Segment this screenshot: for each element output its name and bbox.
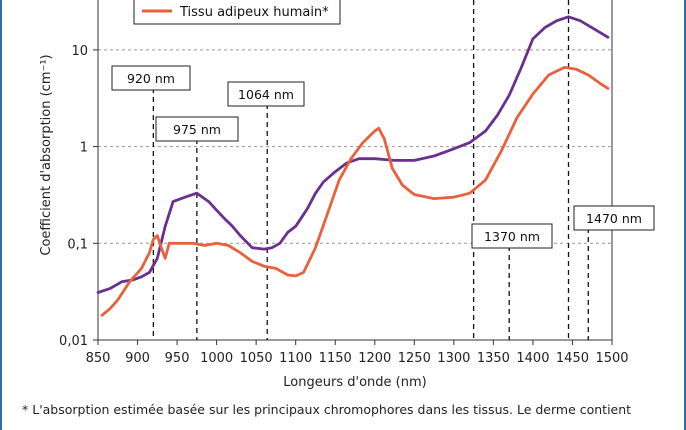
y-axis-label: Coefficient d'absorption (cm⁻¹) [39, 54, 54, 255]
x-tick-label-900: 900 [125, 351, 150, 366]
x-tick-label-1200: 1200 [358, 351, 391, 366]
footnote: * L'absorption estimée basée sur les pri… [22, 401, 672, 419]
x-tick-label-1100: 1100 [279, 351, 312, 366]
y-tick-label-3: 10 [71, 44, 88, 59]
annotation-box-920 [111, 65, 191, 91]
x-tick-label-850: 850 [86, 351, 111, 366]
annotation-label-975: 975 nm [173, 122, 221, 137]
x-tick-label-1050: 1050 [240, 351, 273, 366]
legend-entry-label: Tissu adipeux humain* [179, 5, 329, 20]
annotation-box-975 [155, 116, 239, 142]
x-tick-label-1300: 1300 [437, 351, 470, 366]
annotation-label-1064: 1064 nm [238, 87, 294, 102]
x-tick-label-1350: 1350 [477, 351, 510, 366]
annotation-label-1470: 1470 nm [586, 211, 642, 226]
annotation-box-1064 [227, 81, 305, 107]
y-tick-label-1: 0,1 [67, 237, 88, 252]
annotation-box-1370 [471, 223, 553, 249]
annotation-box-1470 [573, 205, 655, 231]
y-tick-label-2: 1 [80, 141, 88, 156]
x-tick-label-1250: 1250 [398, 351, 431, 366]
annotation-label-1370: 1370 nm [484, 229, 540, 244]
x-tick-label-1000: 1000 [200, 351, 233, 366]
x-tick-label-1150: 1150 [319, 351, 352, 366]
x-tick-label-1450: 1450 [556, 351, 589, 366]
x-tick-label-1400: 1400 [516, 351, 549, 366]
x-tick-label-1500: 1500 [595, 351, 628, 366]
footnote-line-1: * L'absorption estimée basée sur les pri… [22, 402, 632, 417]
annotation-label-920: 920 nm [127, 71, 175, 86]
y-tick-label-0: 0,01 [59, 334, 88, 349]
x-axis-label: Longeurs d'onde (nm) [283, 375, 426, 390]
series-line-series-1 [96, 15, 610, 294]
absorption-chart: 850 900 950 1000 1050 1100 1150 1200 1250 1300 135… [39, 0, 655, 390]
series-line-tissu-adipeux-humain [100, 66, 610, 317]
x-tick-label-950: 950 [165, 351, 190, 366]
